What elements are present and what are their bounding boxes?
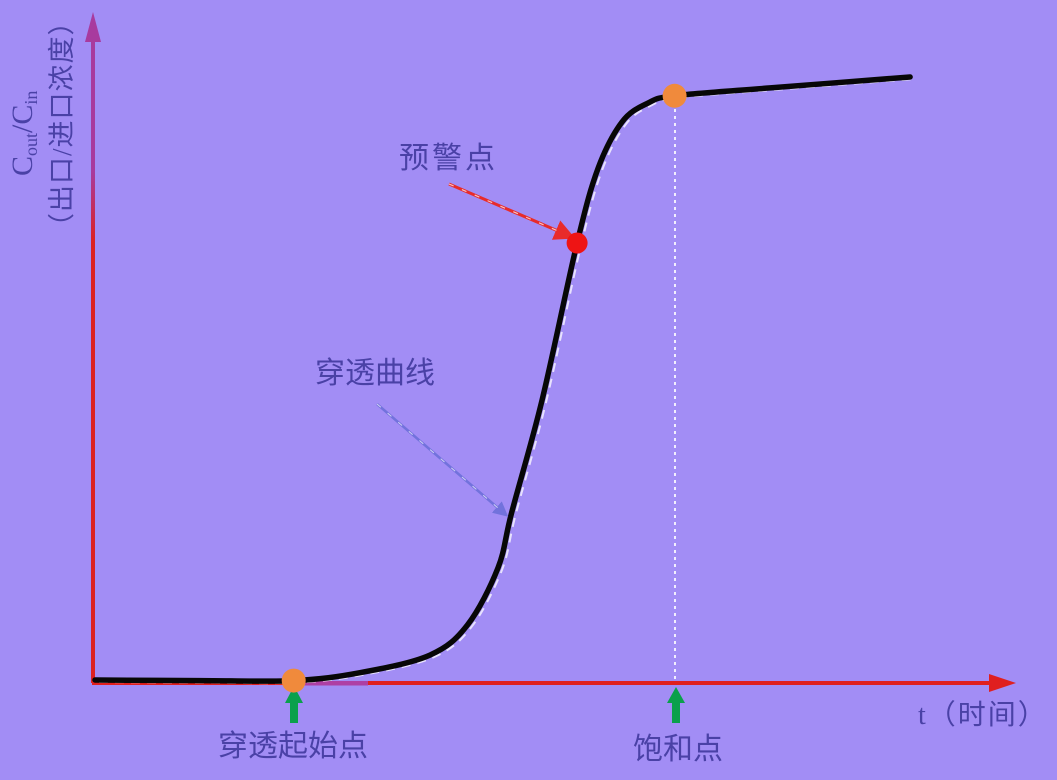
x-axis-label: t（时间） xyxy=(918,700,1048,731)
y-axis-label-c1: C xyxy=(6,155,39,176)
saturation-point-label: 饱和点 xyxy=(633,733,723,766)
breakthrough-curve xyxy=(92,74,913,684)
y-axis-label-sub-in: in xyxy=(21,90,42,105)
warning-point-label: 预警点 xyxy=(399,142,498,175)
y-axis-label-paren: （出口/进口浓度） xyxy=(47,7,77,240)
saturation-point-arrow-icon xyxy=(667,687,685,723)
marker-warning-point xyxy=(566,232,588,254)
y-axis-label-c2: /C xyxy=(6,104,39,133)
curve-markers xyxy=(281,83,687,693)
breakthrough-start-label: 穿透起始点 xyxy=(218,730,368,763)
marker-saturation-point xyxy=(662,83,687,108)
y-axis-arrowhead-icon xyxy=(85,12,101,42)
y-axis-label-formula: Cout/Cin xyxy=(6,91,42,176)
breakthrough-start-arrow-icon xyxy=(285,686,303,723)
marker-breakthrough-start xyxy=(281,668,306,693)
y-axis-label-sub-out: out xyxy=(21,132,42,156)
x-axis-arrowhead-icon xyxy=(989,674,1016,692)
x-axis-magenta-segment xyxy=(297,681,368,686)
curve-halo xyxy=(98,78,915,685)
warning-point-arrow-highlight xyxy=(448,183,559,232)
curve-label: 穿透曲线 xyxy=(315,357,435,390)
curve-label-arrow-icon xyxy=(376,403,509,517)
